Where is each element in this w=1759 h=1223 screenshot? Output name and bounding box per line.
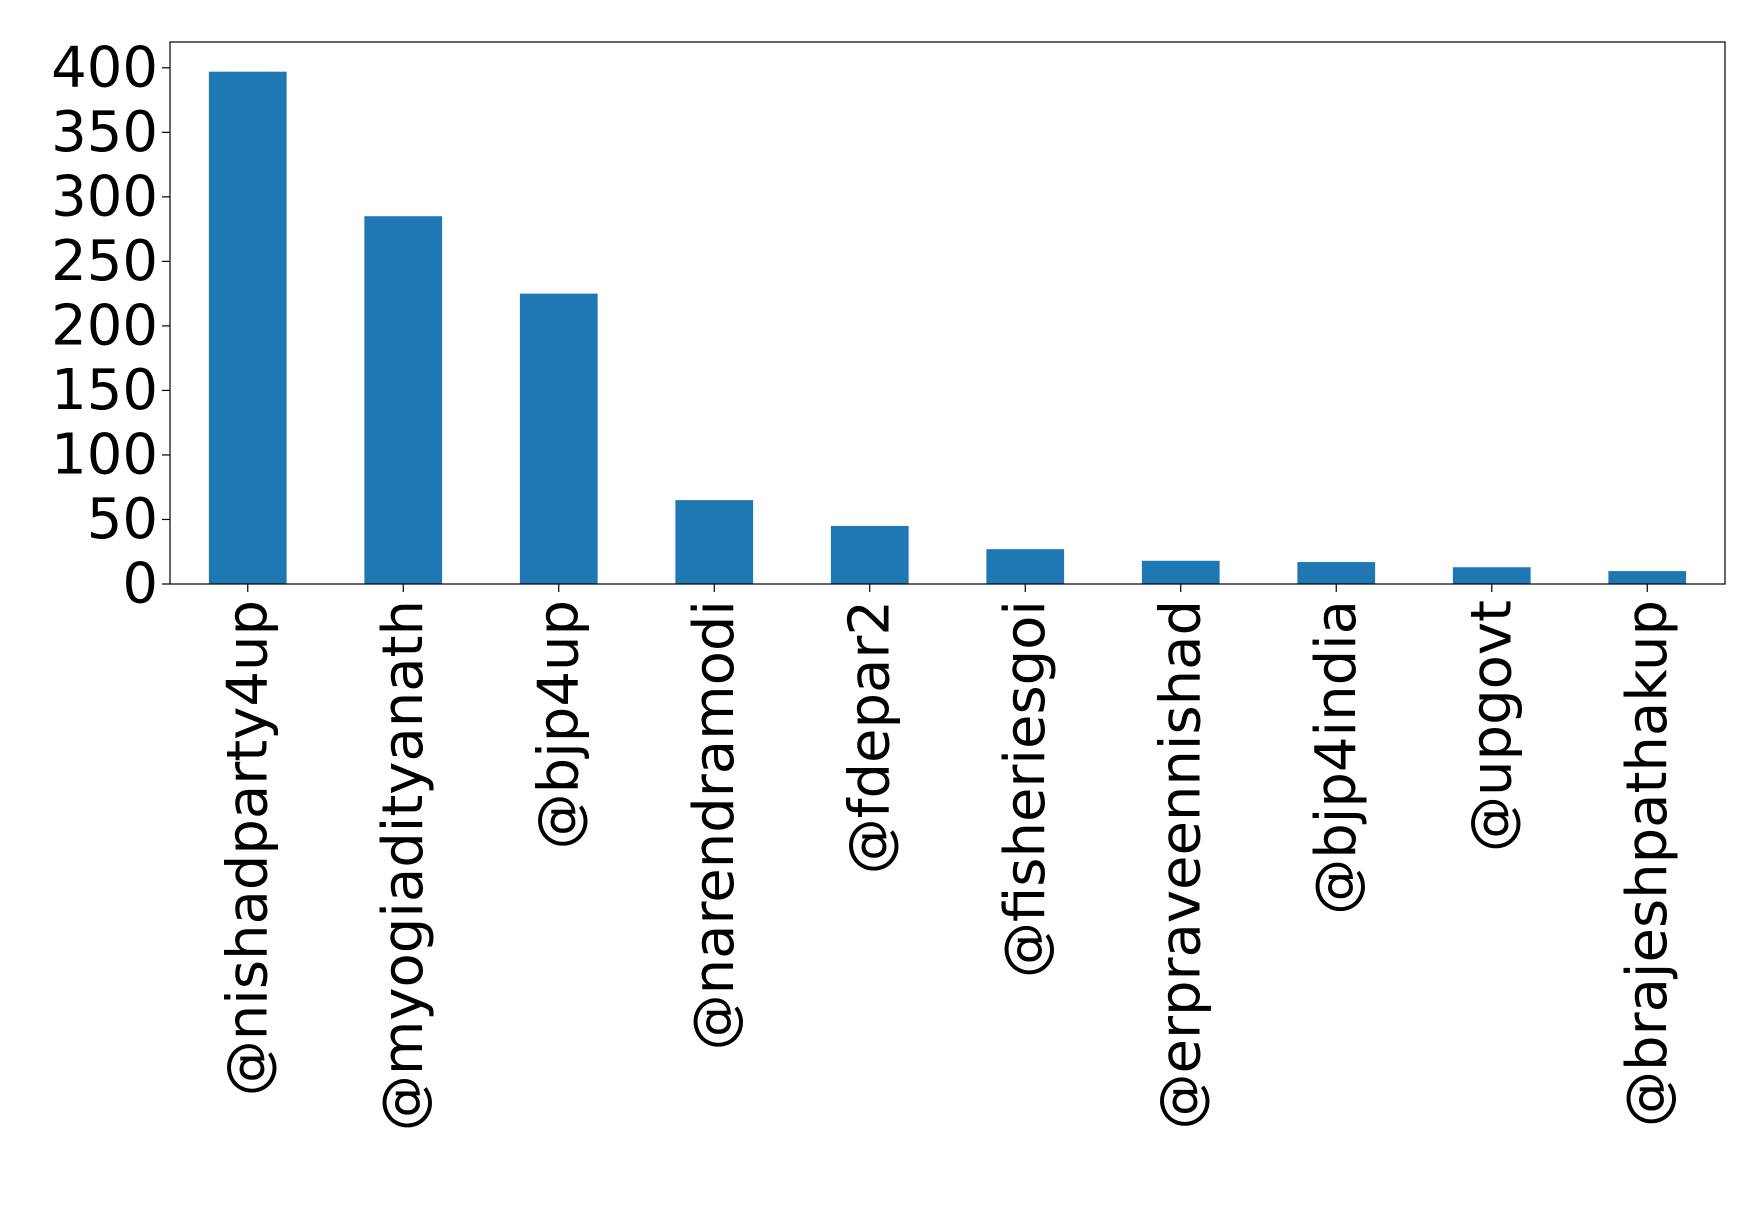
bar-bjp4india [1297, 562, 1376, 584]
y-tick-label: 300 [51, 164, 158, 229]
x-tick-label: @upgovt [1459, 600, 1524, 852]
bar-upgovt [1452, 567, 1531, 584]
x-tick-label: @fdepar2 [837, 600, 902, 874]
bar-erpraveennishad [1141, 560, 1220, 584]
bar-brajeshpathakup [1608, 571, 1687, 584]
x-tick-label: @brajeshpathakup [1615, 600, 1680, 1127]
y-tick-label: 400 [51, 35, 158, 100]
bar-myogiadityanath [364, 216, 443, 584]
x-tick-label: @bjp4india [1304, 600, 1369, 915]
bar-bjp4up [519, 293, 598, 584]
x-tick-label: @bjp4up [526, 600, 591, 849]
y-tick-label: 50 [87, 487, 158, 552]
y-tick-label: 200 [51, 293, 158, 358]
x-tick-label: @fisheriesgoi [993, 600, 1058, 978]
bar-fisheriesgoi [986, 549, 1065, 584]
x-tick-label: @erpraveennishad [1148, 600, 1213, 1129]
bar-narendramodi [675, 500, 754, 584]
x-tick-label: @narendramodi [682, 600, 747, 1050]
plot-frame [169, 41, 1726, 585]
y-tick-label: 350 [51, 100, 158, 165]
x-tick-label: @myogiadityanath [371, 600, 436, 1131]
x-tick-label: @nishadparty4up [215, 600, 280, 1096]
bar-nishadparty4up [208, 71, 287, 584]
y-tick-label: 100 [51, 422, 158, 487]
bar-fdepar2 [830, 525, 909, 584]
bars-group [208, 71, 1687, 584]
y-tick-label: 250 [51, 229, 158, 294]
x-axis: @nishadparty4up @myogiadityanath @bjp4up @n… [215, 584, 1680, 1131]
y-tick-label: 150 [51, 358, 158, 423]
y-tick-label: 0 [122, 552, 158, 617]
